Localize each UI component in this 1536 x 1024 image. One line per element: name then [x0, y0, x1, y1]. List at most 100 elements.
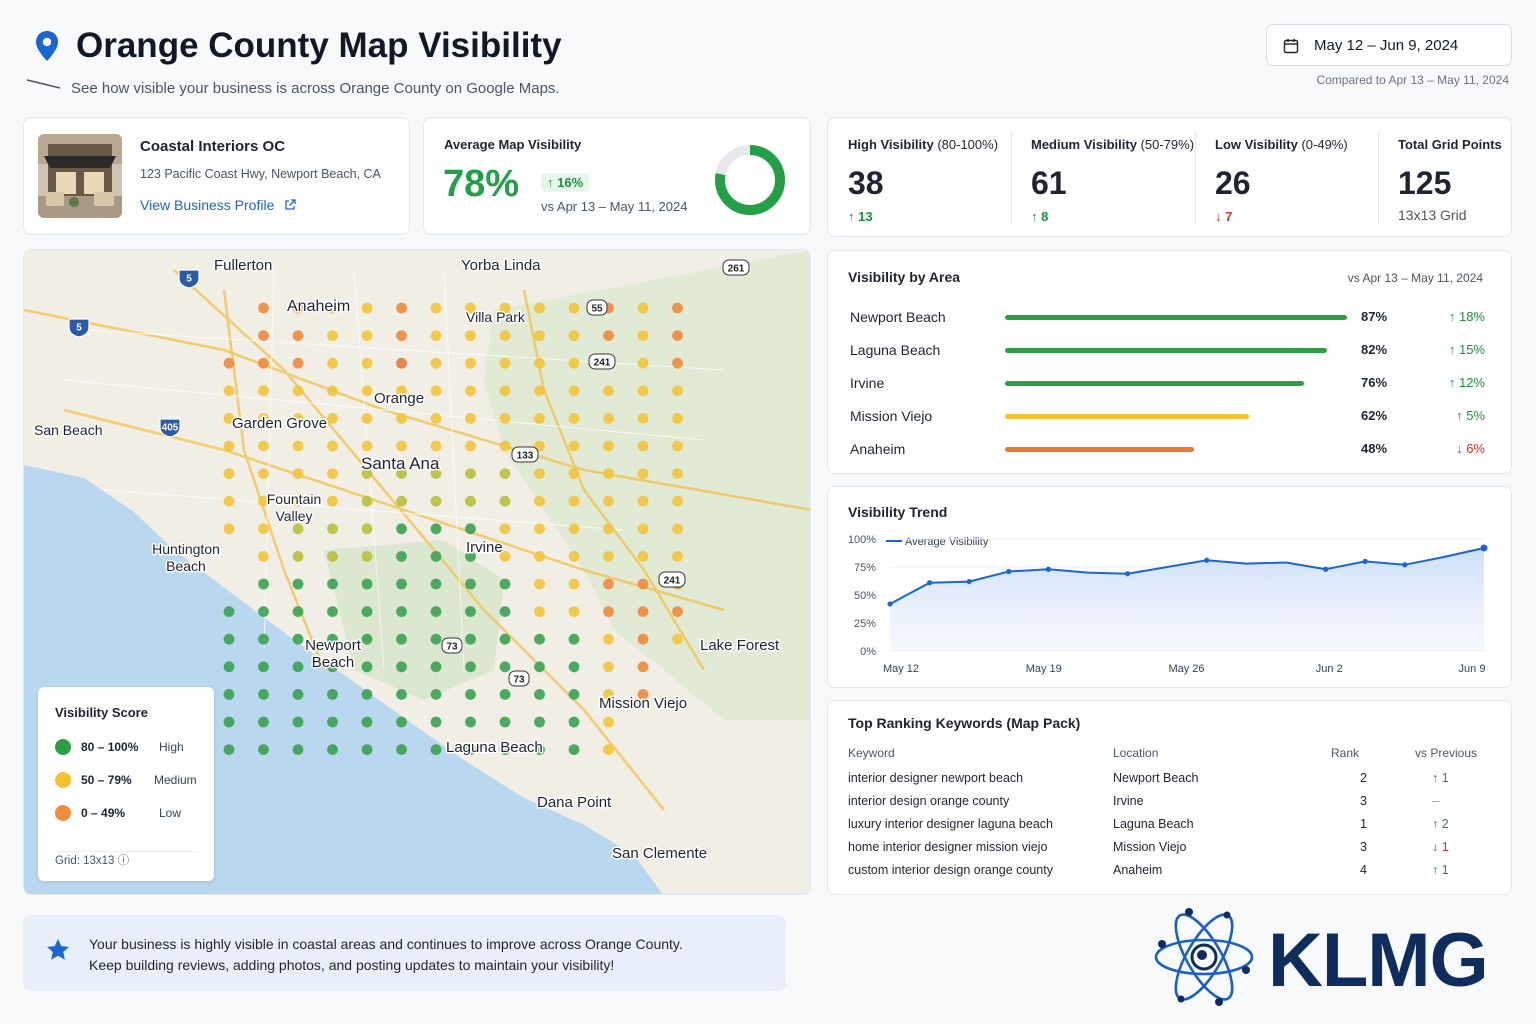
date-range-picker[interactable]: May 12 – Jun 9, 2024: [1266, 24, 1512, 66]
grid-dot: [568, 357, 580, 369]
grid-dot: [499, 606, 511, 617]
area-percent: 82%: [1361, 342, 1388, 357]
grid-dot: [292, 744, 304, 755]
decorative-stroke: [26, 79, 61, 89]
grid-dot: [499, 357, 511, 369]
map-labels: Fullerton Yorba Linda Anaheim Villa Park San…: [33, 256, 782, 864]
area-percent: 76%: [1361, 375, 1388, 390]
grid-dot: [430, 385, 442, 397]
grid-dot: [361, 606, 373, 617]
grid-dot: [361, 302, 373, 314]
grid-dot: [499, 468, 511, 479]
legend-range: 0 – 49%: [81, 806, 126, 820]
grid-dot: [223, 357, 235, 369]
keyword-vs-previous: –: [1432, 794, 1439, 808]
map-place-label: Lake Forest: [700, 637, 780, 654]
svg-text:5: 5: [76, 323, 82, 334]
grid-dot: [465, 523, 476, 535]
area-row: Irvine 76% ↑ 12%: [848, 373, 1493, 393]
legend-range: 50 – 79%: [81, 773, 132, 787]
location-pin-icon: [36, 31, 58, 61]
keyword-location: Irvine: [1113, 794, 1144, 808]
grid-dot: [258, 551, 269, 562]
trend-x-tick: May 26: [1168, 663, 1204, 675]
grid-dot: [361, 744, 373, 755]
keyword-vs-previous: ↓ 1: [1432, 840, 1449, 854]
stat-label: Low Visibility (0-49%): [1215, 137, 1348, 152]
grid-dot: [465, 330, 476, 341]
map-place-label: Fountain Valley: [267, 491, 321, 524]
grid-dot: [396, 468, 407, 479]
grid-dot: [396, 357, 407, 369]
grid-dot: [396, 413, 407, 424]
grid-dot: [396, 440, 407, 452]
keyword-rank: 2: [1360, 771, 1367, 785]
svg-text:55: 55: [591, 304, 603, 315]
insight-text: Your business is highly visible in coast…: [89, 934, 683, 976]
business-name: Coastal Interiors OC: [140, 138, 286, 155]
grid-dot: [465, 495, 476, 507]
area-bar: [1005, 315, 1347, 320]
stat-low: Low Visibility (0-49%) 26 ↓ 7: [1195, 118, 1378, 236]
grid-dot: [223, 744, 235, 755]
average-visibility-value: 78%: [443, 163, 520, 205]
grid-dot: [465, 302, 476, 314]
grid-dot: [258, 495, 269, 507]
area-change: ↑ 18%: [1448, 309, 1485, 324]
trend-point: [927, 580, 933, 586]
map-place-label: Dana Point: [537, 794, 612, 811]
grid-dot: [327, 633, 338, 645]
grid-dot: [327, 578, 338, 590]
route-shield: 55: [586, 299, 608, 316]
area-bar: [1005, 381, 1304, 386]
grid-dot: [534, 689, 545, 700]
map-place-label: Garden Grove: [232, 415, 327, 432]
grid-dot: [327, 302, 338, 314]
view-business-profile-link[interactable]: View Business Profile: [140, 197, 296, 213]
grid-dot: [430, 330, 442, 341]
grid-dot: [568, 578, 580, 590]
average-change-badge: ↑ 16%: [541, 173, 590, 192]
trend-x-tick: May 19: [1026, 663, 1062, 675]
average-vs-period: vs Apr 13 – May 11, 2024: [541, 199, 688, 214]
keyword-location: Newport Beach: [1113, 771, 1199, 785]
area-percent: 87%: [1361, 309, 1388, 324]
grid-dot: [396, 578, 407, 590]
grid-dot: [223, 440, 235, 452]
compared-period: Compared to Apr 13 – May 11, 2024: [1316, 73, 1509, 87]
trend-y-tick: 100%: [848, 534, 876, 546]
legend-tier: Medium: [154, 773, 197, 787]
stat-label: High Visibility (80-100%): [848, 137, 999, 152]
map-place-label: Anaheim: [287, 298, 350, 315]
map-place-label: San Beach: [34, 422, 103, 438]
grid-dot: [430, 606, 442, 617]
grid-dot: [534, 357, 545, 369]
trend-chart: Average Visibility 100% 75% 50% 25% 0% May 12…: [848, 534, 1488, 675]
stat-value: 61: [1031, 165, 1067, 201]
grid-dot: [361, 385, 373, 397]
grid-dot: [223, 661, 235, 673]
grid-dot: [499, 689, 511, 700]
grid-dot: [361, 523, 373, 535]
legend-row-medium: 50 – 79% Medium: [55, 771, 205, 789]
grid-dot: [568, 633, 580, 645]
grid-dot: [396, 606, 407, 617]
grid-dot: [672, 357, 683, 369]
stat-total-grid: Total Grid Points 125 13x13 Grid: [1378, 118, 1512, 236]
grid-dot: [568, 385, 580, 397]
col-rank: Rank: [1331, 746, 1360, 760]
map-place-label: Villa Park: [466, 309, 526, 325]
grid-dot: [534, 468, 545, 479]
grid-size-note: Grid: 13x13 ⓘ: [55, 851, 197, 868]
grid-dot: [568, 744, 580, 755]
stat-label: Medium Visibility (50-79%): [1031, 137, 1195, 152]
visibility-map[interactable]: Fullerton Yorba Linda Anaheim Villa Park San…: [23, 249, 811, 895]
grid-dot: [361, 578, 373, 590]
map-place-label: Orange: [374, 390, 424, 407]
grid-dot: [637, 302, 649, 314]
grid-dot: [430, 744, 442, 755]
map-place-label: Huntington Beach: [152, 541, 220, 574]
legend-tier: Low: [159, 806, 182, 820]
visibility-stats-card: High Visibility (80-100%) 38 ↑ 13 Medium…: [827, 117, 1512, 237]
calendar-icon: [1283, 39, 1299, 54]
